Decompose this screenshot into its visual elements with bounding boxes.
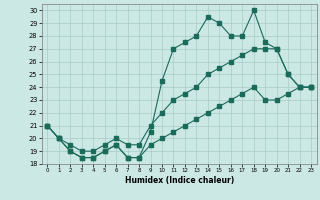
X-axis label: Humidex (Indice chaleur): Humidex (Indice chaleur) (124, 176, 234, 185)
